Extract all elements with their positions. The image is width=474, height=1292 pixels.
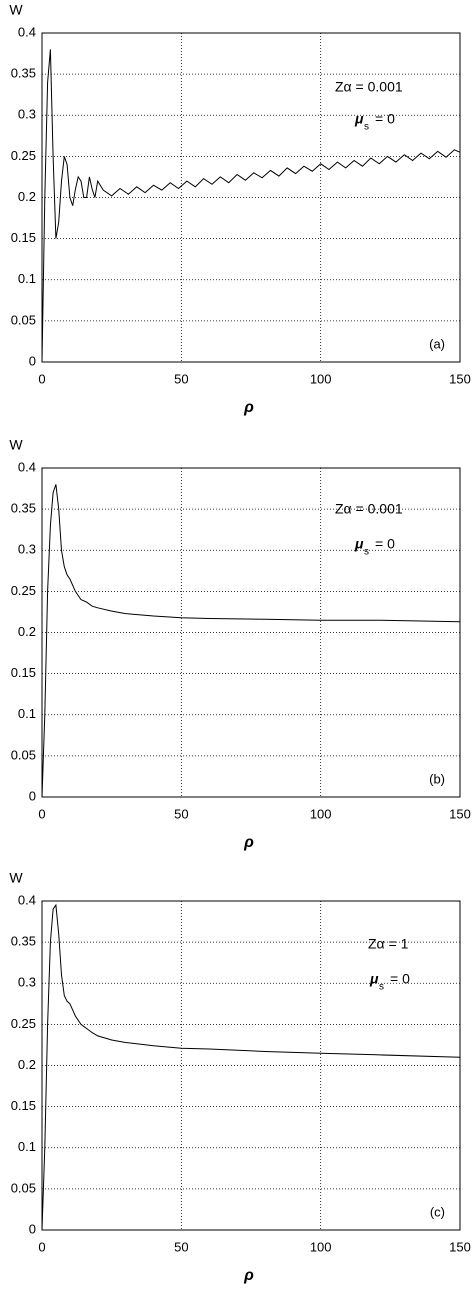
x-tick-label: 0 [38, 371, 45, 386]
x-tick-label: 50 [174, 1239, 188, 1254]
x-tick-label: 150 [449, 806, 471, 821]
x-axis-label: ρ [243, 1267, 254, 1284]
data-line [41, 49, 461, 363]
y-tick-label: 0.15 [11, 665, 36, 680]
y-tick-label: 0.4 [18, 459, 36, 474]
y-tick-label: 0.4 [18, 24, 36, 39]
x-tick-label: 50 [174, 806, 188, 821]
y-tick-label: 0.2 [18, 624, 36, 639]
y-axis-label: W [9, 870, 23, 886]
x-tick-label: 100 [310, 1239, 332, 1254]
y-tick-label: 0.15 [11, 230, 36, 245]
y-tick-label: 0.15 [11, 1098, 36, 1113]
x-tick-label: 50 [174, 371, 188, 386]
y-tick-label: 0.1 [18, 271, 36, 286]
y-tick-label: 0.3 [18, 975, 36, 990]
parameter-label: Zα = 0.001 [335, 501, 403, 517]
plot-frame [41, 900, 461, 1231]
x-tick-label: 150 [449, 371, 471, 386]
x-tick-label: 150 [449, 1239, 471, 1254]
x-tick-label: 100 [310, 371, 332, 386]
parameter-label: Zα = 0.001 [335, 79, 403, 95]
y-tick-label: 0.25 [11, 583, 36, 598]
panel: 0 0.05 0.1 0.15 0.2 0.25 0.3 0.35 0.4 0 50 100 150 Wρ… [9, 2, 470, 417]
y-tick-label: 0.1 [18, 706, 36, 721]
mass-symbol: μ [369, 971, 379, 987]
panel-label: (a) [429, 336, 445, 351]
x-tick-label: 100 [310, 806, 332, 821]
x-axis-label: ρ [243, 834, 254, 851]
panel-label: (b) [429, 771, 445, 786]
x-axis-label: ρ [243, 399, 254, 416]
mass-subscript: s [364, 122, 369, 133]
panel: 0 0.05 0.1 0.15 0.2 0.25 0.3 0.35 0.4 0 50 100 150 Wρ… [9, 870, 470, 1285]
y-tick-label: 0 [29, 788, 36, 803]
y-axis-label: W [9, 437, 23, 453]
plot-frame [41, 32, 461, 363]
mass-symbol: μ [354, 536, 364, 552]
y-tick-label: 0 [29, 1221, 36, 1236]
x-tick-label: 0 [38, 1239, 45, 1254]
y-tick-label: 0.05 [11, 312, 36, 327]
y-tick-label: 0.3 [18, 107, 36, 122]
parameter-label: Zα = 1 [368, 936, 409, 952]
y-tick-label: 0.05 [11, 747, 36, 762]
plot-frame [41, 467, 461, 798]
y-tick-label: 0.05 [11, 1180, 36, 1195]
mass-subscript: s [379, 982, 384, 993]
y-tick-label: 0 [29, 353, 36, 368]
y-axis-label: W [9, 2, 23, 18]
mass-subscript: s [364, 547, 369, 558]
y-tick-label: 0.4 [18, 892, 36, 907]
y-tick-label: 0.35 [11, 934, 36, 949]
y-tick-label: 0.25 [11, 1016, 36, 1031]
y-tick-label: 0.35 [11, 66, 36, 81]
panel: 0 0.05 0.1 0.15 0.2 0.25 0.3 0.35 0.4 0 50 100 150 Wρ… [9, 437, 470, 852]
y-tick-label: 0.2 [18, 189, 36, 204]
data-line [41, 903, 461, 1231]
data-line [41, 484, 461, 798]
y-tick-label: 0.3 [18, 542, 36, 557]
mass-value: = 0 [375, 111, 395, 127]
panel-label: (c) [430, 1204, 445, 1219]
x-tick-label: 0 [38, 806, 45, 821]
mass-symbol: μ [354, 111, 364, 127]
y-tick-label: 0.35 [11, 501, 36, 516]
mass-value: = 0 [375, 536, 395, 552]
y-tick-label: 0.2 [18, 1057, 36, 1072]
y-tick-label: 0.25 [11, 148, 36, 163]
mass-value: = 0 [390, 971, 410, 987]
y-tick-label: 0.1 [18, 1139, 36, 1154]
